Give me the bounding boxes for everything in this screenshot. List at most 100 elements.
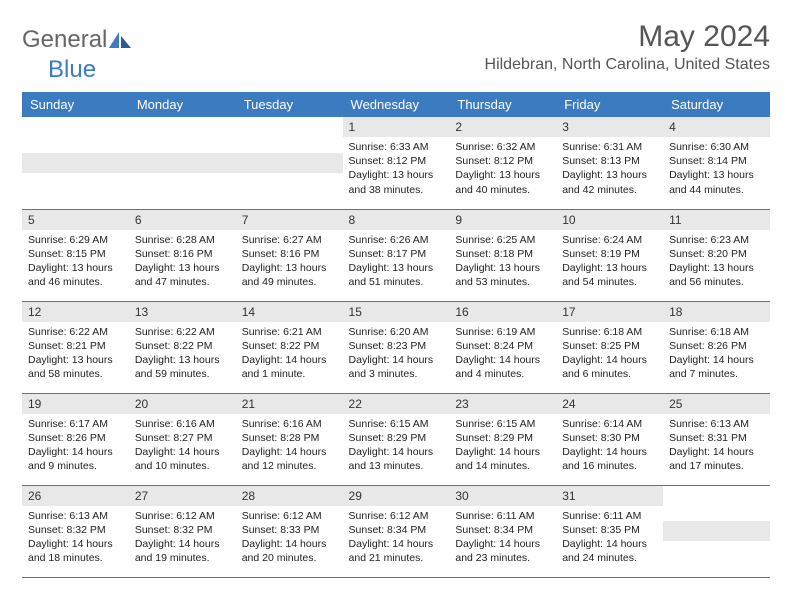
- day-details: Sunrise: 6:13 AMSunset: 8:32 PMDaylight:…: [22, 506, 129, 572]
- calendar-day-cell: 8Sunrise: 6:26 AMSunset: 8:17 PMDaylight…: [343, 209, 450, 301]
- day-details: Sunrise: 6:12 AMSunset: 8:32 PMDaylight:…: [129, 506, 236, 572]
- sunset-line: Sunset: 8:26 PM: [28, 432, 106, 444]
- day-number: 17: [556, 302, 663, 322]
- day-details: Sunrise: 6:22 AMSunset: 8:22 PMDaylight:…: [129, 322, 236, 388]
- day-number: 6: [129, 210, 236, 230]
- sunset-line: Sunset: 8:34 PM: [349, 524, 427, 536]
- day-number-bar: [129, 153, 236, 173]
- calendar-week-row: 12Sunrise: 6:22 AMSunset: 8:21 PMDayligh…: [22, 301, 770, 393]
- sunrise-line: Sunrise: 6:13 AM: [669, 418, 749, 430]
- sunrise-line: Sunrise: 6:12 AM: [135, 510, 215, 522]
- calendar-empty-cell: [663, 485, 770, 577]
- sunrise-line: Sunrise: 6:16 AM: [135, 418, 215, 430]
- sunset-line: Sunset: 8:28 PM: [242, 432, 320, 444]
- sunset-line: Sunset: 8:25 PM: [562, 340, 640, 352]
- calendar-day-cell: 25Sunrise: 6:13 AMSunset: 8:31 PMDayligh…: [663, 393, 770, 485]
- calendar-day-cell: 20 Sunrise: 6:16 AM Sunset: 8:27 PM Dayligh…: [129, 393, 236, 485]
- sunset-line: Sunset: 8:15 PM: [28, 248, 106, 260]
- sunrise-line: Sunrise: 6:20 AM: [349, 326, 429, 338]
- day-details: Sunrise: 6:16 AMSunset: 8:28 PMDaylight:…: [236, 414, 343, 480]
- calendar-day-cell: 19Sunrise: 6:17 AMSunset: 8:26 PMDayligh…: [22, 393, 129, 485]
- day-number: 21: [236, 394, 343, 414]
- sunrise-line: Sunrise: 6:26 AM: [349, 234, 429, 246]
- sunset-line: Sunset: 8:20 PM: [669, 248, 747, 260]
- sunrise-line: Sunrise: 6:19 AM: [455, 326, 535, 338]
- day-details: Sunrise: 6:29 AMSunset: 8:15 PMDaylight:…: [22, 230, 129, 296]
- sunrise-line: Sunrise: 6:28 AM: [135, 234, 215, 246]
- weekday-header: Tuesday: [236, 92, 343, 117]
- calendar-empty-cell: [22, 117, 129, 209]
- sunset-line: Sunset: 8:18 PM: [455, 248, 533, 260]
- sunset-line: Sunset: 8:32 PM: [135, 524, 213, 536]
- sunset-line: Sunset: 8:29 PM: [455, 432, 533, 444]
- calendar-day-cell: 2Sunrise: 6:32 AMSunset: 8:12 PMDaylight…: [449, 117, 556, 209]
- daylight-line: Daylight: 13 hours and 54 minutes.: [562, 262, 647, 288]
- sunset-line: Sunset: 8:12 PM: [455, 155, 533, 167]
- day-details: Sunrise: 6:14 AMSunset: 8:30 PMDaylight:…: [556, 414, 663, 480]
- sunset-line: Sunset: 8:27 PM: [135, 432, 213, 444]
- day-number: 26: [22, 486, 129, 506]
- sunset-line: Sunset: 8:30 PM: [562, 432, 640, 444]
- daylight-line: Daylight: 14 hours and 3 minutes.: [349, 354, 434, 380]
- day-details: Sunrise: 6:18 AMSunset: 8:26 PMDaylight:…: [663, 322, 770, 388]
- daylight-line: Daylight: 14 hours and 9 minutes.: [28, 446, 113, 472]
- daylight-line: Daylight: 13 hours and 40 minutes.: [455, 169, 540, 195]
- day-number: 1: [343, 117, 450, 137]
- sunrise-line: Sunrise: 6:27 AM: [242, 234, 322, 246]
- calendar-day-cell: 23Sunrise: 6:15 AMSunset: 8:29 PMDayligh…: [449, 393, 556, 485]
- day-number: 16: [449, 302, 556, 322]
- daylight-line: Daylight: 14 hours and 12 minutes.: [242, 446, 327, 472]
- day-number-bar: [663, 521, 770, 541]
- day-number-bar: [22, 153, 129, 173]
- calendar-day-cell: 11Sunrise: 6:23 AMSunset: 8:20 PMDayligh…: [663, 209, 770, 301]
- day-number: 29: [343, 486, 450, 506]
- day-number: 3: [556, 117, 663, 137]
- day-details: Sunrise: 6:31 AMSunset: 8:13 PMDaylight:…: [556, 137, 663, 203]
- daylight-line: Daylight: 13 hours and 59 minutes.: [135, 354, 220, 380]
- day-number: 11: [663, 210, 770, 230]
- weekday-header: Thursday: [449, 92, 556, 117]
- day-details: Sunrise: 6:12 AMSunset: 8:34 PMDaylight:…: [343, 506, 450, 572]
- sunrise-line: Sunrise: 6:15 AM: [455, 418, 535, 430]
- day-details: Sunrise: 6:22 AMSunset: 8:21 PMDaylight:…: [22, 322, 129, 388]
- day-details: Sunrise: 6:12 AMSunset: 8:33 PMDaylight:…: [236, 506, 343, 572]
- day-details: Sunrise: 6:23 AMSunset: 8:20 PMDaylight:…: [663, 230, 770, 296]
- day-details: Sunrise: 6:15 AMSunset: 8:29 PMDaylight:…: [449, 414, 556, 480]
- sunrise-line: Sunrise: 6:22 AM: [28, 326, 108, 338]
- day-details: Sunrise: 6:15 AMSunset: 8:29 PMDaylight:…: [343, 414, 450, 480]
- daylight-line: Daylight: 13 hours and 49 minutes.: [242, 262, 327, 288]
- day-number: 30: [449, 486, 556, 506]
- calendar-day-cell: 15 Sunrise: 6:20 AM Sunset: 8:23 PM Dayligh…: [343, 301, 450, 393]
- daylight-line: Daylight: 14 hours and 7 minutes.: [669, 354, 754, 380]
- day-number: 15: [343, 302, 450, 322]
- day-number: 13: [129, 302, 236, 322]
- daylight-line: Daylight: 13 hours and 44 minutes.: [669, 169, 754, 195]
- sail-icon: [109, 32, 131, 48]
- calendar-day-cell: 31Sunrise: 6:11 AMSunset: 8:35 PMDayligh…: [556, 485, 663, 577]
- daylight-line: Daylight: 14 hours and 10 minutes.: [135, 446, 220, 472]
- daylight-line: Daylight: 13 hours and 56 minutes.: [669, 262, 754, 288]
- sunset-line: Sunset: 8:19 PM: [562, 248, 640, 260]
- sunrise-line: Sunrise: 6:31 AM: [562, 141, 642, 153]
- sunrise-line: Sunrise: 6:12 AM: [242, 510, 322, 522]
- day-number: 20: [129, 394, 236, 414]
- daylight-line: Daylight: 14 hours and 18 minutes.: [28, 538, 113, 564]
- calendar-empty-cell: [236, 117, 343, 209]
- sunset-line: Sunset: 8:16 PM: [135, 248, 213, 260]
- day-details: Sunrise: 6:24 AMSunset: 8:19 PMDaylight:…: [556, 230, 663, 296]
- sunrise-line: Sunrise: 6:33 AM: [349, 141, 429, 153]
- day-details: Sunrise: 6:11 AMSunset: 8:35 PMDaylight:…: [556, 506, 663, 572]
- sunset-line: Sunset: 8:21 PM: [28, 340, 106, 352]
- day-number-bar: [236, 153, 343, 173]
- calendar-day-cell: 26Sunrise: 6:13 AMSunset: 8:32 PMDayligh…: [22, 485, 129, 577]
- day-details: Sunrise: 6:25 AMSunset: 8:18 PMDaylight:…: [449, 230, 556, 296]
- daylight-line: Daylight: 14 hours and 1 minute.: [242, 354, 327, 380]
- day-number: 19: [22, 394, 129, 414]
- day-details: Sunrise: 6:26 AMSunset: 8:17 PMDaylight:…: [343, 230, 450, 296]
- day-details: Sunrise: 6:30 AMSunset: 8:14 PMDaylight:…: [663, 137, 770, 203]
- sunrise-line: Sunrise: 6:18 AM: [562, 326, 642, 338]
- sunset-line: Sunset: 8:23 PM: [349, 340, 427, 352]
- sunrise-line: Sunrise: 6:29 AM: [28, 234, 108, 246]
- daylight-line: Daylight: 13 hours and 38 minutes.: [349, 169, 434, 195]
- day-details: Sunrise: 6:13 AMSunset: 8:31 PMDaylight:…: [663, 414, 770, 480]
